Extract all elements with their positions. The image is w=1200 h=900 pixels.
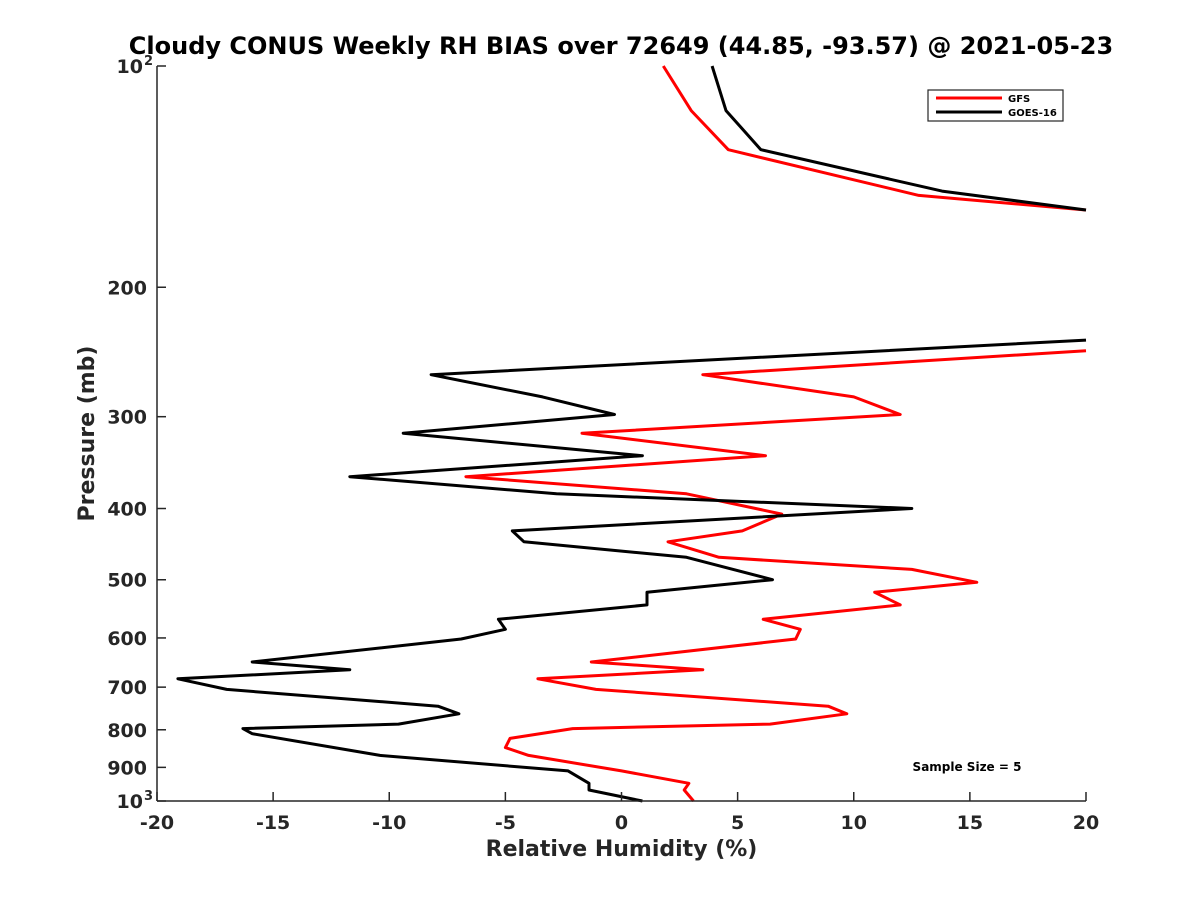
- y-tick-label: 700: [107, 677, 147, 699]
- series-layer: [176, 65, 1087, 803]
- sample-size-annotation: Sample Size = 5: [913, 760, 1022, 774]
- legend: GFS GOES-16: [927, 89, 1064, 122]
- series-line-goes-16-segment-1: [710, 65, 1087, 212]
- y-axis-label: Pressure (mb): [75, 346, 100, 522]
- legend-label-gfs: GFS: [1008, 94, 1030, 105]
- x-tick-label: 0: [615, 812, 628, 834]
- x-axis-label: Relative Humidity (%): [486, 837, 758, 862]
- x-tick-label: -20: [140, 812, 174, 834]
- y-tick-label-exponent: 2: [144, 54, 153, 69]
- series-line-goes-16-segment-2: [176, 338, 1087, 803]
- y-tick-label: 600: [107, 628, 147, 650]
- y-tick-label-exponent: 3: [144, 789, 153, 804]
- x-tick-label: -10: [372, 812, 406, 834]
- x-tick-label: 5: [731, 812, 744, 834]
- y-tick-label: 900: [107, 757, 147, 779]
- x-tick-label: 20: [1073, 812, 1099, 834]
- series-line-gfs-segment-1: [662, 65, 1087, 212]
- legend-label-goes-16: GOES-16: [1008, 108, 1057, 119]
- x-tick-label: 10: [841, 812, 867, 834]
- y-tick-label: 200: [107, 277, 147, 299]
- y-tick-label: 10: [117, 791, 143, 813]
- x-tick-label: -5: [495, 812, 516, 834]
- y-tick-label: 400: [107, 499, 147, 521]
- series-line-gfs-segment-2: [464, 349, 1087, 802]
- y-tick-label: 500: [107, 570, 147, 592]
- y-tick-label: 800: [107, 720, 147, 742]
- x-tick-label: -15: [256, 812, 290, 834]
- y-tick-label: 300: [107, 407, 147, 429]
- chart-title: Cloudy CONUS Weekly RH BIAS over 72649 (…: [129, 32, 1113, 60]
- legend-box: [927, 89, 1064, 122]
- y-tick-label: 10: [117, 56, 143, 78]
- x-tick-label: 15: [957, 812, 983, 834]
